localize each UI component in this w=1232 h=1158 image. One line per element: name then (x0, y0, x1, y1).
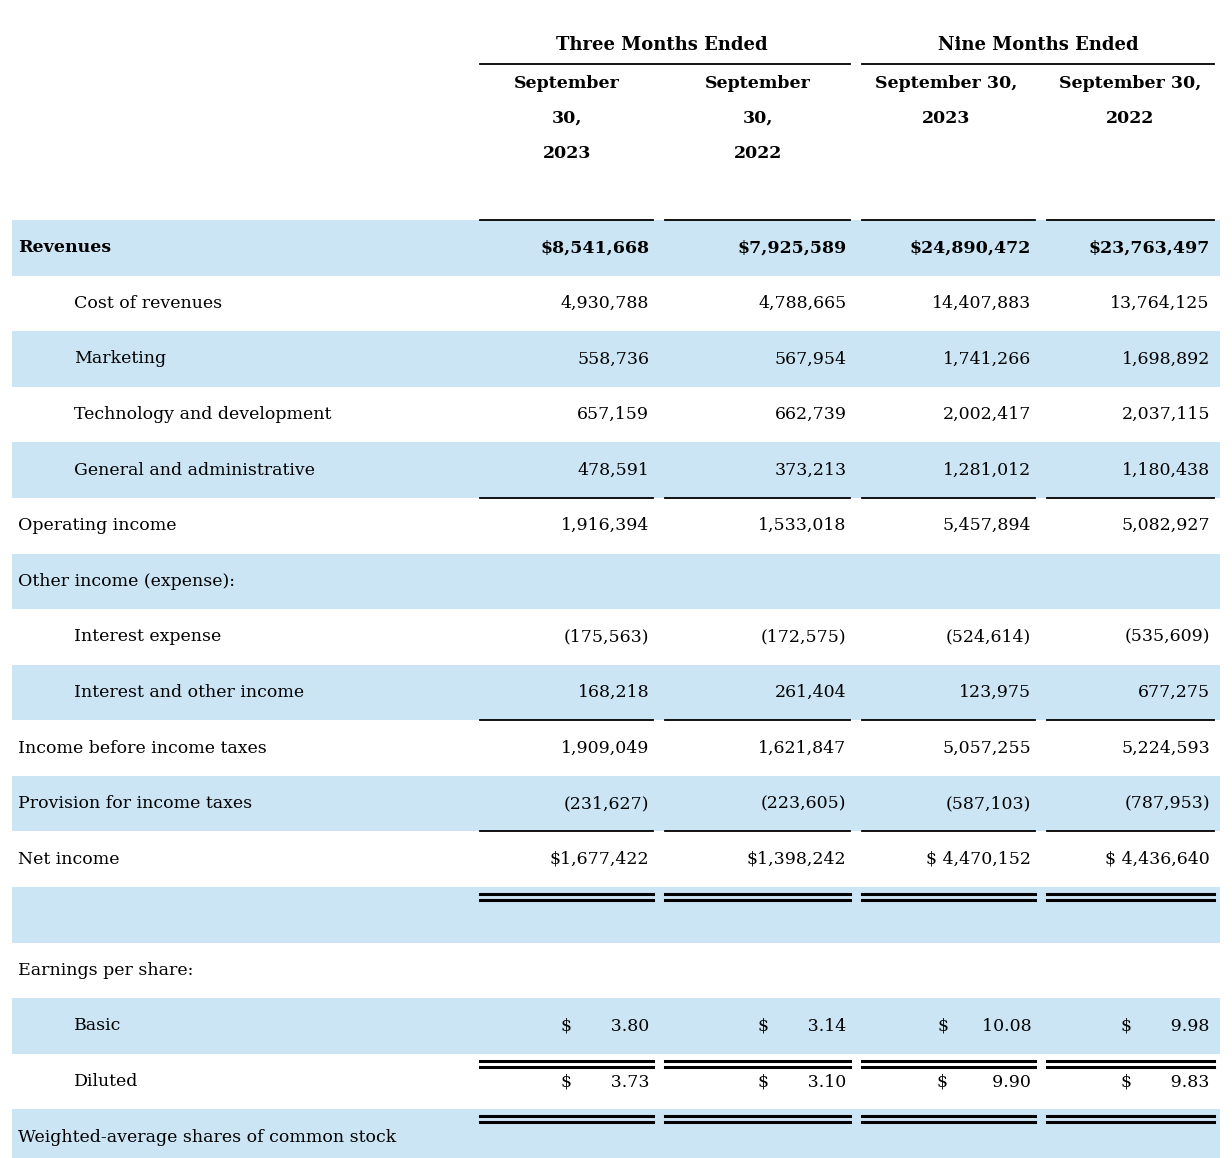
Text: $1,398,242: $1,398,242 (747, 851, 846, 867)
Text: 5,224,593: 5,224,593 (1121, 740, 1210, 756)
Bar (12, 554, 1220, 609)
Text: 2022: 2022 (1105, 110, 1154, 127)
Text: 657,159: 657,159 (578, 406, 649, 423)
Text: Weighted-average shares of common stock: Weighted-average shares of common stock (18, 1129, 397, 1145)
Text: 123,975: 123,975 (958, 684, 1031, 701)
Text: 662,739: 662,739 (775, 406, 846, 423)
Text: $        9.90: $ 9.90 (938, 1073, 1031, 1090)
Text: Net income: Net income (18, 851, 120, 867)
Bar (12, 609, 1220, 665)
Text: Revenues: Revenues (18, 240, 112, 256)
Text: $       9.83: $ 9.83 (1121, 1073, 1210, 1090)
Text: $8,541,668: $8,541,668 (541, 240, 649, 256)
Text: $      10.08: $ 10.08 (938, 1018, 1031, 1034)
Text: 2022: 2022 (733, 145, 782, 162)
Text: Nine Months Ended: Nine Months Ended (938, 36, 1138, 54)
Text: 478,591: 478,591 (578, 462, 649, 478)
Text: 373,213: 373,213 (774, 462, 846, 478)
Text: Technology and development: Technology and development (74, 406, 331, 423)
Text: $1,677,422: $1,677,422 (549, 851, 649, 867)
Bar (12, 276, 1220, 331)
Text: Earnings per share:: Earnings per share: (18, 962, 193, 979)
Text: Diluted: Diluted (74, 1073, 138, 1090)
Bar (12, 387, 1220, 442)
Text: $23,763,497: $23,763,497 (1088, 240, 1210, 256)
Text: $       3.80: $ 3.80 (561, 1018, 649, 1034)
Bar (12, 720, 1220, 776)
Bar (12, 220, 1220, 276)
Text: 1,621,847: 1,621,847 (758, 740, 846, 756)
Text: 1,533,018: 1,533,018 (758, 518, 846, 534)
Text: September 30,: September 30, (1058, 75, 1201, 93)
Text: 567,954: 567,954 (775, 351, 846, 367)
Text: 30,: 30, (552, 110, 582, 127)
Bar (12, 1109, 1220, 1158)
Bar (12, 498, 1220, 554)
Text: (787,953): (787,953) (1124, 796, 1210, 812)
Text: 2,037,115: 2,037,115 (1121, 406, 1210, 423)
Text: (175,563): (175,563) (564, 629, 649, 645)
Text: Interest expense: Interest expense (74, 629, 222, 645)
Text: September: September (705, 75, 811, 93)
Text: 4,788,665: 4,788,665 (758, 295, 846, 312)
Text: $ 4,436,640: $ 4,436,640 (1105, 851, 1210, 867)
Bar (12, 1054, 1220, 1109)
Text: Three Months Ended: Three Months Ended (557, 36, 768, 54)
Text: General and administrative: General and administrative (74, 462, 315, 478)
Bar (12, 998, 1220, 1054)
Text: (223,605): (223,605) (761, 796, 846, 812)
Text: $       3.73: $ 3.73 (561, 1073, 649, 1090)
Text: 5,057,255: 5,057,255 (942, 740, 1031, 756)
Text: 14,407,883: 14,407,883 (931, 295, 1031, 312)
Text: 168,218: 168,218 (578, 684, 649, 701)
Text: 2,002,417: 2,002,417 (942, 406, 1031, 423)
Text: 2023: 2023 (922, 110, 971, 127)
Text: 1,698,892: 1,698,892 (1121, 351, 1210, 367)
Text: (231,627): (231,627) (564, 796, 649, 812)
Text: (524,614): (524,614) (946, 629, 1031, 645)
Text: 558,736: 558,736 (578, 351, 649, 367)
Text: Provision for income taxes: Provision for income taxes (18, 796, 253, 812)
Text: September: September (514, 75, 620, 93)
Text: $24,890,472: $24,890,472 (910, 240, 1031, 256)
Text: $       3.14: $ 3.14 (758, 1018, 846, 1034)
Text: 30,: 30, (743, 110, 772, 127)
Text: 1,916,394: 1,916,394 (561, 518, 649, 534)
Bar (12, 331, 1220, 387)
Text: 4,930,788: 4,930,788 (561, 295, 649, 312)
Text: Other income (expense):: Other income (expense): (18, 573, 235, 589)
Text: $ 4,470,152: $ 4,470,152 (926, 851, 1031, 867)
Text: (172,575): (172,575) (760, 629, 846, 645)
Bar (12, 776, 1220, 831)
Text: 1,741,266: 1,741,266 (942, 351, 1031, 367)
Text: 1,281,012: 1,281,012 (942, 462, 1031, 478)
Text: $       9.98: $ 9.98 (1121, 1018, 1210, 1034)
Text: Interest and other income: Interest and other income (74, 684, 304, 701)
Text: 1,180,438: 1,180,438 (1121, 462, 1210, 478)
Text: 261,404: 261,404 (775, 684, 846, 701)
Text: $       3.10: $ 3.10 (758, 1073, 846, 1090)
Bar (12, 665, 1220, 720)
Bar (12, 887, 1220, 943)
Bar (12, 943, 1220, 998)
Text: September 30,: September 30, (875, 75, 1018, 93)
Text: Income before income taxes: Income before income taxes (18, 740, 267, 756)
Text: 13,764,125: 13,764,125 (1110, 295, 1210, 312)
Text: (535,609): (535,609) (1125, 629, 1210, 645)
Bar (12, 442, 1220, 498)
Text: Cost of revenues: Cost of revenues (74, 295, 222, 312)
Text: (587,103): (587,103) (946, 796, 1031, 812)
Text: Operating income: Operating income (18, 518, 177, 534)
Text: $7,925,589: $7,925,589 (737, 240, 846, 256)
Text: 677,275: 677,275 (1137, 684, 1210, 701)
Text: Marketing: Marketing (74, 351, 166, 367)
Bar (12, 17, 1220, 220)
Text: Basic: Basic (74, 1018, 121, 1034)
Text: 5,457,894: 5,457,894 (942, 518, 1031, 534)
Text: 2023: 2023 (542, 145, 591, 162)
Text: 5,082,927: 5,082,927 (1121, 518, 1210, 534)
Text: 1,909,049: 1,909,049 (561, 740, 649, 756)
Bar (12, 831, 1220, 887)
